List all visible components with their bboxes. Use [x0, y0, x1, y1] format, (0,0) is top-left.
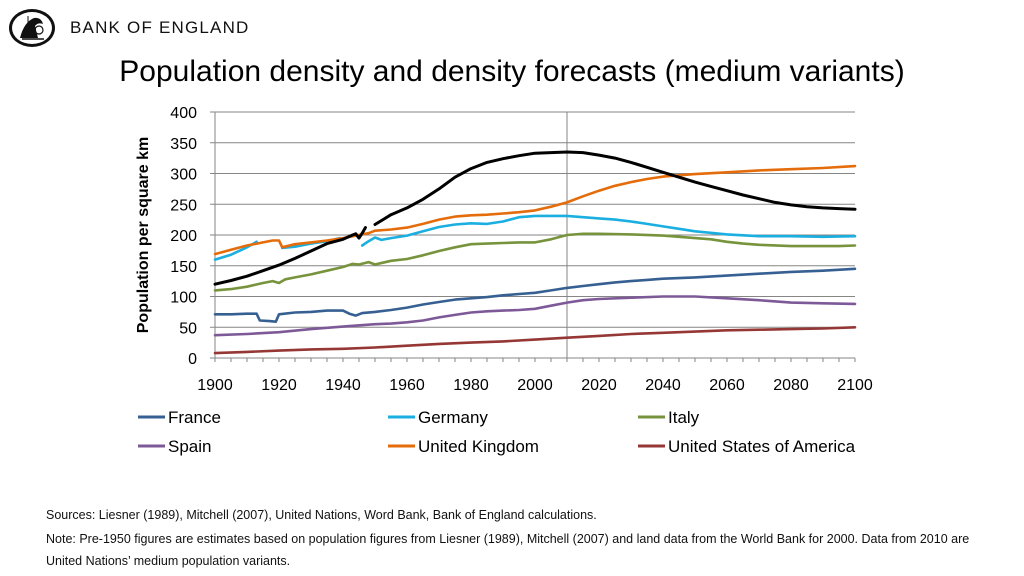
x-tick-label-1920: 1920	[261, 377, 297, 394]
notes: Sources: Liesner (1989), Mitchell (2007)…	[46, 504, 986, 572]
series-line-spain	[213, 295, 857, 337]
x-tick-label-2000: 2000	[517, 377, 553, 394]
x-tick-label-1900: 1900	[197, 377, 233, 394]
legend-label-italy: Italy	[668, 408, 700, 427]
y-tick-label-350: 350	[170, 136, 197, 153]
y-axis-label: Population per square km	[135, 137, 152, 333]
y-tick-label-100: 100	[170, 290, 197, 307]
x-tick-label-1940: 1940	[325, 377, 361, 394]
series-line-france	[213, 267, 857, 323]
series-line-germany-seg3	[360, 214, 857, 247]
legend-label-united-kingdom: United Kingdom	[418, 437, 539, 456]
y-tick-label-0: 0	[188, 351, 197, 368]
series-line-population-density-black-line-seg2	[373, 150, 857, 226]
y-tick-label-250: 250	[170, 197, 197, 214]
brand-name: BANK OF ENGLAND	[70, 18, 250, 37]
series-line-population-density-black-line-seg1	[213, 226, 367, 286]
britannia-seal-icon	[9, 9, 55, 47]
x-tick-label-2060: 2060	[709, 377, 745, 394]
x-tick-label-2080: 2080	[773, 377, 809, 394]
legend-label-germany: Germany	[418, 408, 488, 427]
series-line-united-states-of-america	[213, 326, 857, 355]
x-tick-label-2040: 2040	[645, 377, 681, 394]
y-tick-label-150: 150	[170, 259, 197, 276]
legend-label-united-states-of-america: United States of America	[668, 437, 856, 456]
line-chart: 0 50 100 150 200 250 300 350 400 1900 1920 1940 1960…	[135, 105, 873, 456]
y-tick-label-200: 200	[170, 228, 197, 245]
series-line-united-kingdom	[213, 164, 857, 256]
x-tick-label-1960: 1960	[389, 377, 425, 394]
y-tick-label-400: 400	[170, 105, 197, 122]
legend-label-spain: Spain	[168, 437, 211, 456]
x-tick-label-2100: 2100	[837, 377, 873, 394]
header: BANK OF ENGLAND	[8, 8, 250, 48]
methodology-note: Note: Pre-1950 figures are estimates bas…	[46, 532, 970, 568]
x-tick-label-2020: 2020	[581, 377, 617, 394]
series-line-italy	[213, 232, 857, 292]
x-tick-label-1980: 1980	[453, 377, 489, 394]
legend-label-france: France	[168, 408, 221, 427]
y-tick-label-300: 300	[170, 167, 197, 184]
y-tick-label-50: 50	[179, 320, 197, 337]
sources-note: Sources: Liesner (1989), Mitchell (2007)…	[46, 508, 597, 522]
page-title: Population density and density forecasts…	[119, 55, 905, 88]
